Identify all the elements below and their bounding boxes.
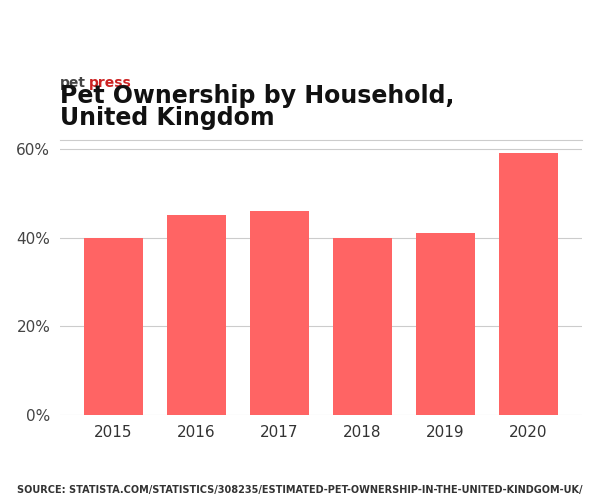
Text: pet: pet <box>60 76 86 90</box>
Bar <box>250 211 310 415</box>
Bar <box>167 216 226 415</box>
Text: press: press <box>89 76 131 90</box>
Text: SOURCE: STATISTA.COM/STATISTICS/308235/ESTIMATED-PET-OWNERSHIP-IN-THE-UNITED-KIN: SOURCE: STATISTA.COM/STATISTICS/308235/E… <box>17 485 583 495</box>
Text: United Kingdom: United Kingdom <box>60 106 275 130</box>
Bar <box>84 238 143 415</box>
Bar <box>332 238 392 415</box>
Bar <box>416 233 475 415</box>
Bar <box>499 154 558 415</box>
Text: Pet Ownership by Household,: Pet Ownership by Household, <box>60 84 454 108</box>
